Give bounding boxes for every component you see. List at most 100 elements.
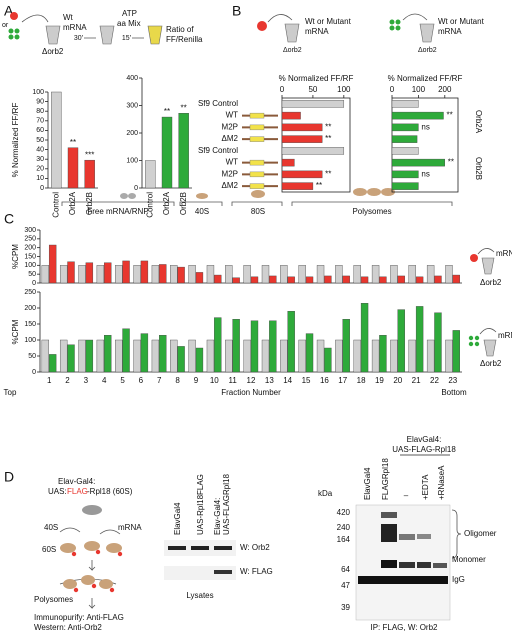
x-tick-label: 15 <box>302 376 311 385</box>
bar <box>151 339 160 373</box>
bar <box>298 339 306 373</box>
bar <box>426 265 435 284</box>
label: Top <box>4 388 17 397</box>
caption: Lysates <box>186 591 213 600</box>
bar <box>281 147 345 155</box>
annotation: ** <box>448 158 454 167</box>
bar <box>115 265 123 284</box>
x-tick-label: Orb2A <box>68 191 77 215</box>
x-tick-label: 20 <box>393 376 402 385</box>
bar <box>445 265 453 284</box>
bar <box>397 275 405 284</box>
panel-label: C <box>4 211 14 227</box>
x-tick-label: 4 <box>102 376 107 385</box>
x-tick-label: Orb2A <box>162 191 171 215</box>
bar <box>452 274 460 284</box>
bar <box>67 261 75 284</box>
label: 40S <box>44 523 58 532</box>
lane-label: UAS-Rpl18FLAG <box>196 474 205 535</box>
bar <box>243 265 251 284</box>
bar <box>281 170 323 179</box>
y-tick-label: M2P <box>222 169 238 178</box>
y-tick-label: 0 <box>40 185 44 192</box>
bar <box>391 182 419 190</box>
annotation: ** <box>446 111 452 120</box>
label: mRNA <box>438 27 462 36</box>
y-tick-label: 10 <box>36 175 44 182</box>
annotation: ns <box>421 169 429 178</box>
bar <box>335 265 343 284</box>
bar <box>67 344 75 373</box>
bar <box>178 112 189 189</box>
label: Δorb2 <box>480 278 502 287</box>
bar <box>335 339 343 373</box>
x-tick-label: 0 <box>390 85 395 94</box>
y-tick-label: 80 <box>36 108 44 115</box>
blot-label: W: FLAG <box>240 567 273 576</box>
band-label: Monomer <box>452 555 486 564</box>
bar <box>391 135 418 143</box>
panel-label: A <box>4 3 14 19</box>
bar <box>59 265 68 284</box>
y-tick-label: 40 <box>36 146 44 153</box>
x-tick-label: 50 <box>308 85 317 94</box>
bar <box>434 275 442 284</box>
y-tick-label: 200 <box>24 245 36 252</box>
band-label: IgG <box>452 575 465 584</box>
bar <box>269 320 277 373</box>
y-tick-label: 70 <box>36 118 44 125</box>
label: 60S <box>42 545 56 554</box>
x-tick-label: 12 <box>247 376 256 385</box>
bar <box>232 277 240 284</box>
bar <box>360 303 369 373</box>
bar <box>51 91 62 189</box>
bar <box>145 160 156 189</box>
bar <box>397 309 405 373</box>
y-tick-label: 0 <box>134 185 138 192</box>
bar <box>85 262 94 284</box>
label: mRNA <box>305 27 329 36</box>
gene-icon <box>249 124 265 131</box>
gene-icon <box>249 136 265 142</box>
bar <box>379 276 387 284</box>
y-tick-label: 50 <box>28 353 36 360</box>
bar <box>261 339 270 373</box>
bar <box>415 306 424 373</box>
x-tick-label: 0 <box>280 85 285 94</box>
marker: 39 <box>341 603 350 612</box>
y-tick-label: Sf9 Control <box>198 146 238 155</box>
bar <box>391 123 419 132</box>
marker: 164 <box>337 535 351 544</box>
bar <box>161 116 173 189</box>
bar <box>159 335 167 373</box>
bar <box>140 260 149 284</box>
panel-label: D <box>4 469 14 485</box>
x-tick-label: 22 <box>430 376 439 385</box>
y-tick-label: 100 <box>32 89 44 96</box>
x-tick-label: 16 <box>320 376 329 385</box>
x-tick-label: Orb2B <box>85 192 94 215</box>
blot-label: W: Orb2 <box>240 543 270 552</box>
label: Western: Anti-Orb2 <box>34 623 102 632</box>
x-tick-label: 8 <box>175 376 180 385</box>
bar <box>281 182 314 190</box>
bar <box>305 276 314 284</box>
bar <box>391 111 444 120</box>
schematic-c <box>468 248 497 357</box>
x-tick-label: 19 <box>375 376 384 385</box>
label: FF/Renilla <box>166 35 203 44</box>
bar <box>206 265 215 284</box>
y-tick-label: ΔM2 <box>222 134 239 143</box>
bar <box>243 339 251 373</box>
schematic-b <box>257 13 435 43</box>
bar <box>250 320 259 373</box>
bar <box>390 265 398 284</box>
x-tick-label: Control <box>51 192 60 218</box>
bar <box>188 265 196 284</box>
x-tick-label: 13 <box>265 376 274 385</box>
region-label: Free mRNA/RNP <box>87 207 148 216</box>
bar <box>48 354 57 373</box>
marker: 47 <box>341 581 350 590</box>
bar <box>281 123 323 132</box>
